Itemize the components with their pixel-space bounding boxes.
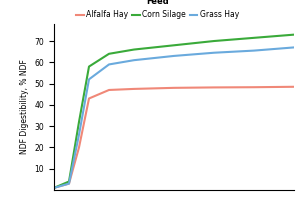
Alfalfa Hay xyxy=(67,182,71,185)
Corn Silage xyxy=(67,180,71,183)
Corn Silage xyxy=(172,44,176,46)
Corn Silage xyxy=(52,187,56,189)
Legend: Alfalfa Hay, Corn Silage, Grass Hay: Alfalfa Hay, Corn Silage, Grass Hay xyxy=(73,0,242,22)
Grass Hay xyxy=(132,59,136,61)
Line: Alfalfa Hay: Alfalfa Hay xyxy=(54,87,294,188)
Line: Corn Silage: Corn Silage xyxy=(54,35,294,188)
Grass Hay xyxy=(107,63,111,66)
Grass Hay xyxy=(52,187,56,189)
Grass Hay xyxy=(212,52,216,54)
Alfalfa Hay xyxy=(172,87,176,89)
Grass Hay xyxy=(172,55,176,57)
Alfalfa Hay xyxy=(107,89,111,91)
Corn Silage xyxy=(252,37,256,39)
Corn Silage xyxy=(132,48,136,51)
Corn Silage xyxy=(107,53,111,55)
Corn Silage xyxy=(292,33,296,36)
Grass Hay xyxy=(67,182,71,185)
Alfalfa Hay xyxy=(87,97,91,100)
Grass Hay xyxy=(292,46,296,49)
Line: Grass Hay: Grass Hay xyxy=(54,47,294,188)
Alfalfa Hay xyxy=(52,187,56,189)
Corn Silage xyxy=(212,40,216,42)
Alfalfa Hay xyxy=(212,86,216,89)
Y-axis label: NDF Digestibility, % NDF: NDF Digestibility, % NDF xyxy=(20,60,29,154)
Alfalfa Hay xyxy=(252,86,256,88)
Alfalfa Hay xyxy=(132,88,136,90)
Grass Hay xyxy=(252,49,256,52)
Alfalfa Hay xyxy=(292,86,296,88)
Grass Hay xyxy=(77,133,81,136)
Alfalfa Hay xyxy=(77,146,81,149)
Grass Hay xyxy=(87,78,91,81)
Corn Silage xyxy=(77,121,81,123)
Corn Silage xyxy=(87,65,91,68)
